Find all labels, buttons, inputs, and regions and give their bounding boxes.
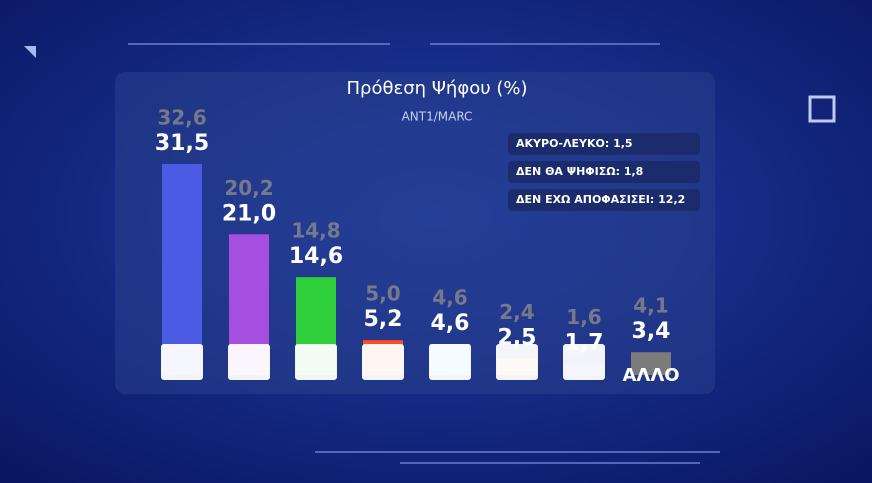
decor xyxy=(128,43,720,464)
previous-value-label: 1,6 xyxy=(566,305,601,329)
party-logo xyxy=(563,344,605,380)
party-logo xyxy=(496,344,538,380)
party-logo xyxy=(362,344,404,380)
note: ΔΕΝ ΘΑ ΨΗΦΙΣΩ: 1,8 xyxy=(516,165,643,178)
party-logo xyxy=(429,344,471,380)
chart-title: Πρόθεση Ψήφου (%) xyxy=(346,78,527,99)
category-label: ΑΛΛΟ xyxy=(622,365,679,386)
bar xyxy=(162,163,202,375)
previous-value-label: 32,6 xyxy=(157,105,206,129)
note: ΑΚΥΡΟ-ΛΕΥΚΟ: 1,5 xyxy=(516,137,633,150)
note-box xyxy=(508,133,700,155)
previous-value-label: 20,2 xyxy=(224,176,273,200)
party-logo xyxy=(295,344,337,380)
party-logo xyxy=(228,344,270,380)
value-label: 31,5 xyxy=(155,131,209,156)
party-logo xyxy=(161,344,203,380)
value-label: 5,2 xyxy=(364,307,403,332)
bar xyxy=(631,352,671,375)
square-mark xyxy=(808,95,836,123)
value-label: 21,0 xyxy=(222,201,276,226)
previous-value-label: 14,8 xyxy=(291,219,340,243)
note-box xyxy=(508,161,700,183)
corner-mark xyxy=(24,46,36,58)
previous-value-label: 4,1 xyxy=(633,294,668,318)
chart-subtitle: ANT1/MARC xyxy=(402,110,473,124)
previous-value-label: 5,0 xyxy=(365,282,400,306)
note-box xyxy=(508,189,700,211)
value-label: 4,6 xyxy=(431,311,470,336)
previous-value-label: 4,6 xyxy=(432,286,467,310)
value-label: 14,6 xyxy=(289,244,343,269)
value-label: 3,4 xyxy=(632,319,671,344)
note: ΔΕΝ ΕΧΩ ΑΠΟΦΑΣΙΣΕΙ: 12,2 xyxy=(516,193,685,206)
previous-value-label: 2,4 xyxy=(499,300,534,324)
